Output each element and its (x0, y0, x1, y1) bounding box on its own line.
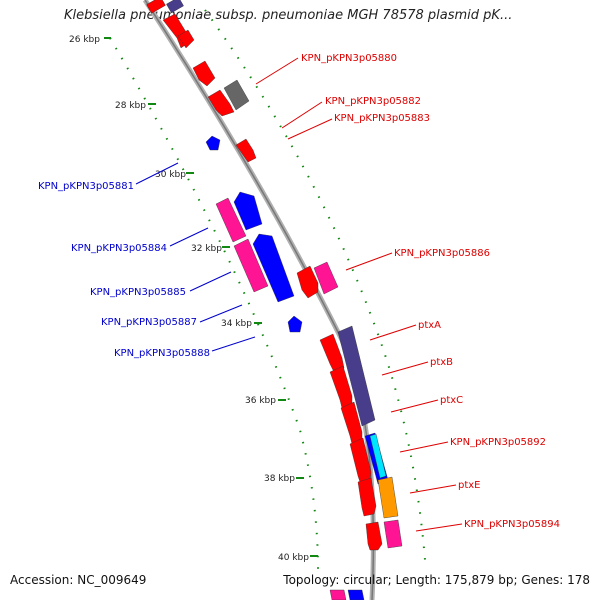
gene-label-ptxB[interactable]: ptxB (430, 357, 453, 368)
gene-label-KPN_pKPN3p05880[interactable]: KPN_pKPN3p05880 (301, 53, 397, 64)
gene-KPN_pKPN3p05884 (215, 197, 247, 243)
gene-label-KPN_pKPN3p05888[interactable]: KPN_pKPN3p05888 (114, 348, 210, 359)
gene-KPN_pKPN3p05892-cyan (369, 433, 387, 479)
gene-label-KPN_pKPN3p05881[interactable]: KPN_pKPN3p05881 (38, 181, 134, 192)
kbp-label-38: 38 kbp (264, 474, 295, 484)
gene-KPN_pKPN3p05894 (365, 521, 383, 551)
backbone-arc-inner (144, 0, 375, 600)
right-leaders (255, 57, 463, 532)
gene-label-KPN_pKPN3p05894[interactable]: KPN_pKPN3p05894 (464, 519, 560, 530)
gene-KPN_pKPN3p05880 (192, 60, 216, 87)
gene-ptxA-red (319, 333, 345, 373)
gene-KPN_pKPN3p05880-gray (223, 79, 250, 111)
gene-ptxE (377, 476, 399, 519)
gene-26k-red-b (177, 29, 195, 49)
gene-label-KPN_pKPN3p05883[interactable]: KPN_pKPN3p05883 (334, 113, 430, 124)
gene-KPN_pKPN3p05881 (205, 135, 221, 151)
accession-text: Accession: NC_009649 (10, 573, 147, 587)
outer-dotted-track (204, 9, 426, 561)
inner-dotted-track (109, 37, 319, 571)
gene-label-KPN_pKPN3p05886[interactable]: KPN_pKPN3p05886 (394, 248, 490, 259)
kbp-ticks (104, 37, 318, 557)
gene-KPN_pKPN3p05886 (296, 265, 319, 299)
kbp-label-30: 30 kbp (155, 170, 186, 180)
gene-KPN_pKPN3p05894-pink (383, 519, 403, 549)
summary-text: Topology: circular; Length: 175,879 bp; … (283, 573, 590, 587)
gene-label-ptxC[interactable]: ptxC (440, 395, 463, 406)
gene-bottom-partial-pink (329, 589, 347, 600)
left-leaders (135, 162, 256, 352)
gene-KPN_pKPN3p05883 (235, 138, 257, 163)
gene-label-KPN_pKPN3p05882[interactable]: KPN_pKPN3p05882 (325, 96, 421, 107)
kbp-label-26: 26 kbp (69, 35, 100, 45)
gene-label-ptxA[interactable]: ptxA (418, 320, 441, 331)
kbp-label-36: 36 kbp (245, 396, 276, 406)
kbp-label-28: 28 kbp (115, 101, 146, 111)
gene-top-partial-slate (166, 0, 184, 14)
gene-label-KPN_pKPN3p05884[interactable]: KPN_pKPN3p05884 (71, 243, 167, 254)
gene-ptxA (337, 325, 376, 427)
gene-KPN_pKPN3p05882 (207, 89, 235, 117)
gene-KPN_pKPN3p05886-pink (313, 261, 339, 295)
kbp-label-40: 40 kbp (278, 553, 309, 563)
gene-KPN_pKPN3p05885 (233, 238, 269, 293)
gene-label-KPN_pKPN3p05887[interactable]: KPN_pKPN3p05887 (101, 317, 197, 328)
kbp-label-34: 34 kbp (221, 319, 252, 329)
backbone-arc (142, 0, 376, 600)
gene-label-KPN_pKPN3p05885[interactable]: KPN_pKPN3p05885 (90, 287, 186, 298)
reverse-genes (205, 135, 303, 333)
gene-KPN_pKPN3p05888 (287, 315, 303, 333)
forward-genes (146, 0, 403, 600)
gene-label-KPN_pKPN3p05892[interactable]: KPN_pKPN3p05892 (450, 437, 546, 448)
gene-label-ptxE[interactable]: ptxE (458, 480, 481, 491)
gene-bottom-partial-blue (347, 589, 365, 600)
gene-KPN_pKPN3p05884-blue (233, 191, 263, 231)
gene-ptxE-red (357, 477, 377, 517)
gene-KPN_pKPN3p05885-blue (252, 233, 295, 303)
kbp-label-32: 32 kbp (191, 244, 222, 254)
gene-top-partial-red (146, 0, 166, 14)
